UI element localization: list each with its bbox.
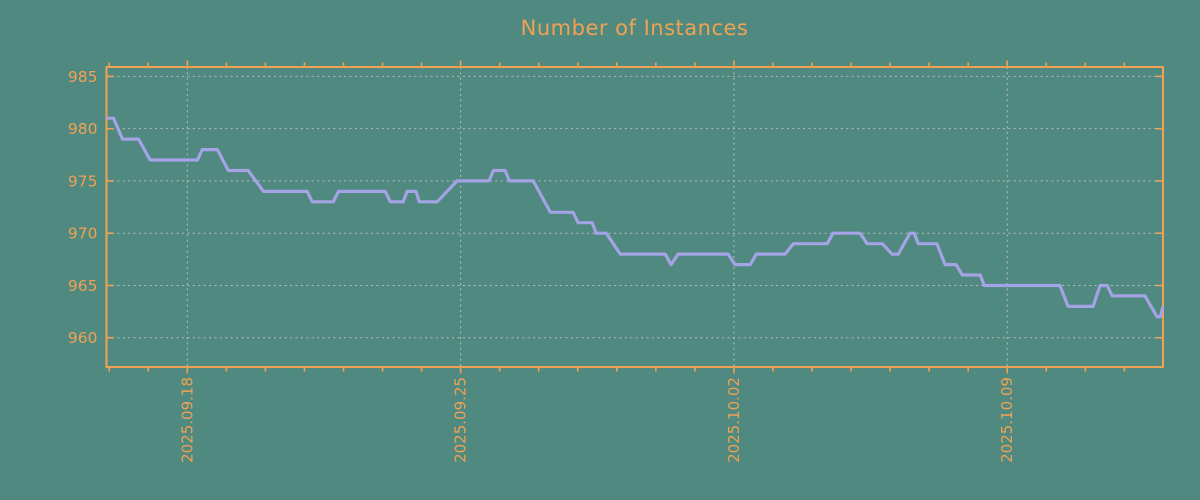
y-tick-label: 965 bbox=[68, 277, 98, 295]
y-tick-label: 980 bbox=[68, 120, 98, 138]
series-line-instances bbox=[106, 116, 1165, 319]
x-tick-label: 2025.10.09 bbox=[998, 377, 1016, 463]
y-tick-label: 970 bbox=[68, 225, 98, 243]
plot-border bbox=[105, 66, 1164, 368]
chart-title: Number of Instances bbox=[520, 16, 749, 40]
x-tick-label: 2025.09.25 bbox=[452, 377, 470, 463]
x-tick-label: 2025.10.02 bbox=[725, 377, 743, 463]
y-tick-label: 960 bbox=[68, 329, 98, 347]
y-tick-label: 985 bbox=[68, 68, 98, 86]
x-tick-label: 2025.09.18 bbox=[178, 377, 196, 463]
y-tick-label: 975 bbox=[68, 172, 98, 190]
